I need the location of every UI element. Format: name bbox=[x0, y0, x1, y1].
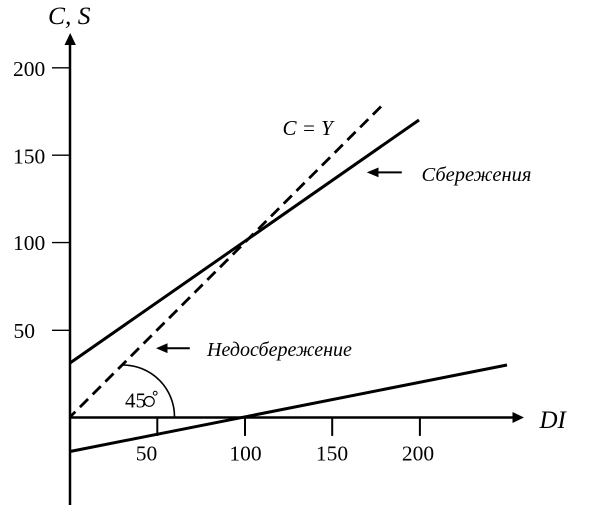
svg-text:Сбережения: Сбережения bbox=[422, 164, 532, 186]
svg-text:100: 100 bbox=[13, 231, 45, 255]
svg-text:50: 50 bbox=[136, 442, 158, 466]
svg-text:200: 200 bbox=[13, 57, 45, 81]
svg-text:200: 200 bbox=[402, 442, 434, 466]
svg-text:100: 100 bbox=[229, 442, 261, 466]
svg-text:DI: DI bbox=[539, 407, 568, 434]
svg-text:45: 45 bbox=[125, 389, 146, 413]
svg-text:150: 150 bbox=[13, 145, 45, 169]
svg-text:150: 150 bbox=[316, 442, 348, 466]
svg-text:Недосбережение: Недосбережение bbox=[206, 339, 352, 361]
svg-text:50: 50 bbox=[14, 319, 36, 343]
svg-text:C = Y: C = Y bbox=[283, 116, 336, 140]
svg-text:C, S: C, S bbox=[48, 1, 91, 30]
